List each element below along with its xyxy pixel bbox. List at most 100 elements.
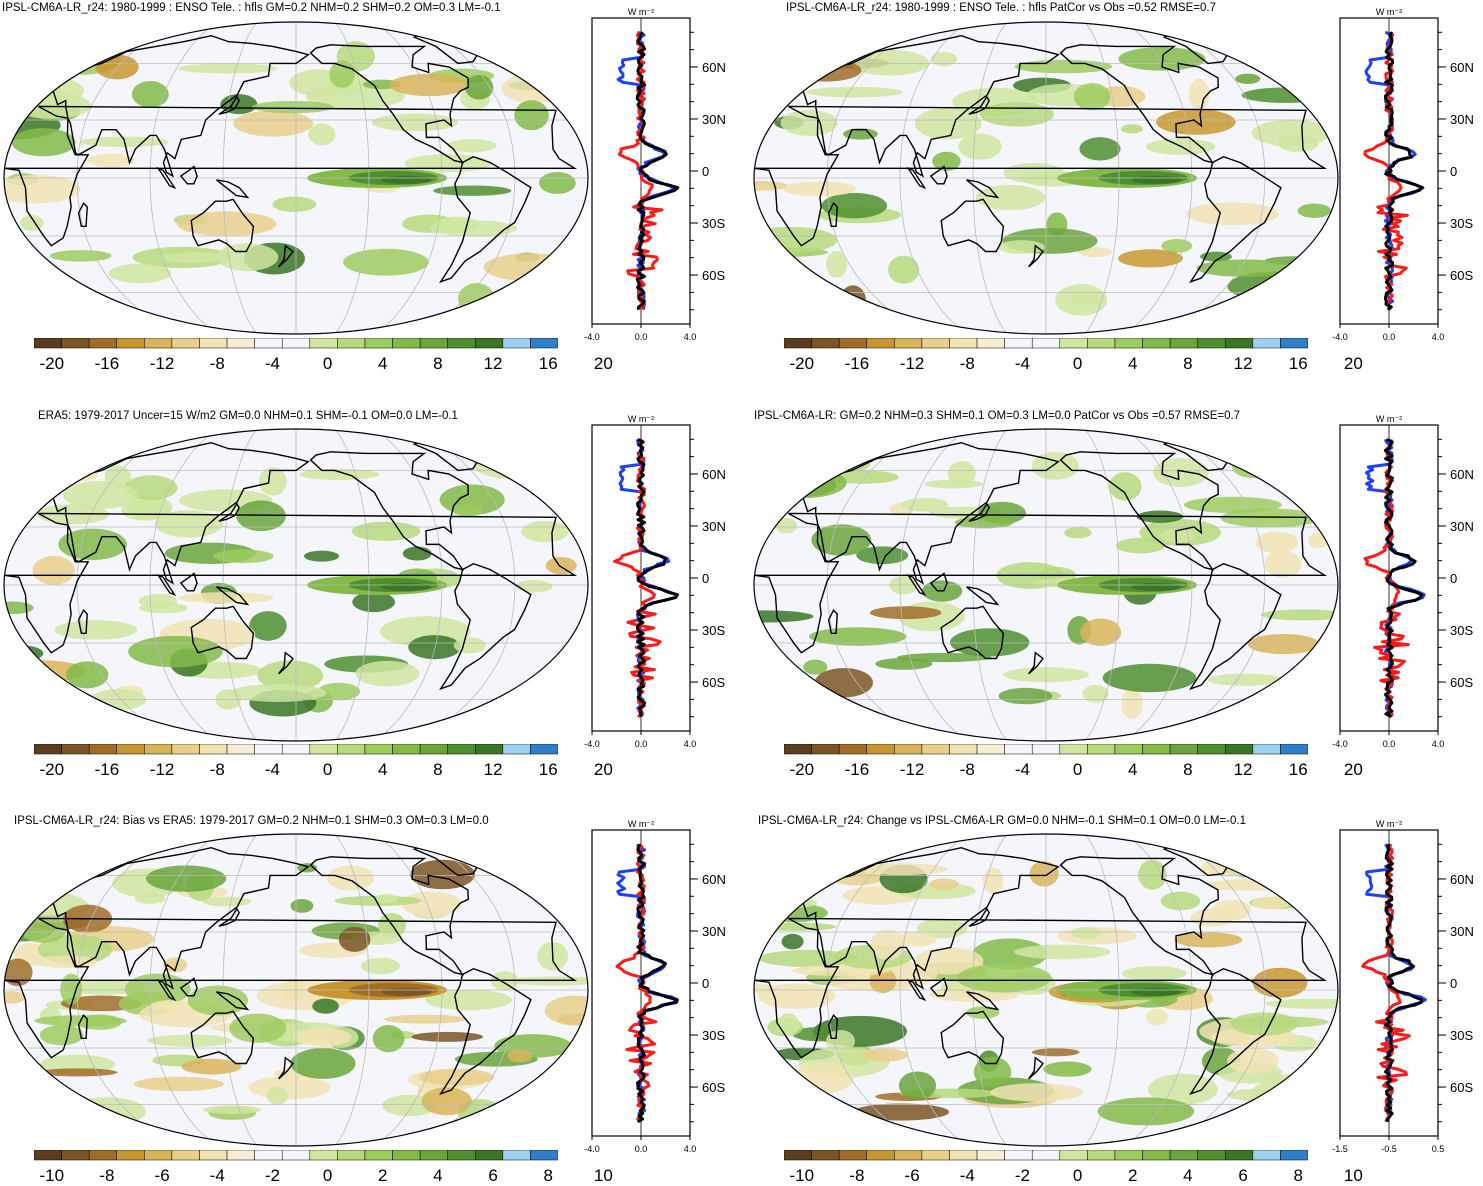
colorbar-tick-label: -6	[154, 1166, 170, 1185]
profile-lat-tick: 60S	[1450, 268, 1473, 283]
profile-lat-tick: 0	[702, 976, 709, 991]
coastline-madagascar	[77, 1013, 88, 1040]
coastline-samerica	[1189, 562, 1282, 691]
profile-lat-tick: 30S	[702, 216, 725, 231]
coastline-uk	[1277, 878, 1294, 895]
colorbar-tick-label: -4	[959, 1166, 975, 1185]
colorbar-tick-label: -4	[264, 760, 280, 779]
profile-value-tick: 0.0	[635, 739, 648, 749]
coastline-nz	[1028, 1056, 1044, 1080]
coastline-japan	[218, 502, 240, 522]
profile-series-line	[1383, 31, 1424, 311]
profile-lat-tick: 60S	[702, 1080, 725, 1095]
panel-title: IPSL-CM6A-LR_r24: Change vs IPSL-CM6A-LR…	[758, 815, 1246, 827]
profile-unit: W m⁻²	[628, 414, 654, 424]
coastline-samerica	[439, 967, 532, 1096]
profile-lat-tick: 0	[1450, 976, 1457, 991]
profile-value-tick: 0.0	[1383, 739, 1396, 749]
colorbar-tick-label: -20	[39, 354, 65, 373]
coastline-nz	[278, 651, 294, 675]
colorbar-tick-label: -6	[904, 1166, 920, 1185]
coastline-uk	[1277, 473, 1294, 490]
world-map	[3, 833, 589, 1147]
colorbar-tick-label: 16	[538, 760, 558, 779]
coastline-africa	[754, 512, 1328, 654]
colorbar	[784, 1150, 1308, 1161]
colorbar-tick-label: 12	[1233, 354, 1253, 373]
profile-series-line	[1384, 843, 1423, 1122]
colorbar-tick-label: 10	[1343, 1166, 1363, 1185]
world-map	[753, 428, 1339, 742]
panel-title: IPSL-CM6A-LR_r24: 1980-1999 : ENSO Tele.…	[786, 2, 1216, 14]
coastline-sumatra	[906, 166, 927, 190]
coastline-uk	[527, 878, 544, 895]
profile-value-tick: -4.0	[584, 739, 600, 749]
coastline-sumatra	[156, 573, 177, 597]
coastline-namerica	[1059, 44, 1219, 164]
coastline-madagascar	[827, 1013, 838, 1040]
profile-series-line	[636, 843, 679, 1124]
colorbar-tick-label: 2	[378, 1166, 388, 1185]
colorbar-tick-label: -12	[149, 760, 175, 779]
profile-lat-tick: 60S	[702, 268, 725, 283]
coastline-madagascar	[827, 608, 838, 635]
profile-lat-tick: 60N	[1450, 60, 1474, 75]
colorbar-tick-label: 16	[1288, 760, 1308, 779]
colorbar	[34, 1150, 558, 1161]
coastline-africa	[4, 917, 578, 1059]
colorbar-tick-label: 0	[1072, 1166, 1083, 1185]
coastline-japan	[218, 907, 240, 927]
profile-value-tick: -4.0	[1332, 739, 1348, 749]
profile-series-line	[1383, 437, 1424, 719]
colorbar-tick-label: 20	[1343, 354, 1363, 373]
colorbar-tick-label: -8	[209, 354, 225, 373]
coastline-australia	[190, 605, 255, 660]
colorbar-tick-label: 16	[1288, 354, 1308, 373]
profile-lat-tick: 30S	[702, 623, 725, 638]
profile-lat-tick: 60N	[1450, 467, 1474, 482]
coastline-africa	[754, 917, 1328, 1059]
coastline-australia	[190, 198, 255, 253]
coastline-borneo	[929, 572, 948, 592]
profile-value-tick: -0.5	[1381, 1144, 1397, 1154]
profile-value-tick: 0.5	[1432, 1144, 1445, 1154]
profile-lat-tick: 60S	[1450, 675, 1473, 690]
profile-value-tick: -4.0	[584, 332, 600, 342]
coastline-newguinea	[216, 179, 250, 199]
zonal-mean-profile: W m⁻² 60N 30N 0 30S 60S -1.5 -0.5 0.5	[1332, 819, 1474, 1154]
profile-value-tick: 0.0	[635, 1144, 648, 1154]
coastline-namerica	[1059, 451, 1219, 571]
profile-lat-tick: 30S	[1450, 216, 1473, 231]
colorbar-tick-label: 10	[593, 1166, 613, 1185]
profile-value-tick: 4.0	[684, 739, 697, 749]
colorbar-tick-label: -4	[1014, 760, 1030, 779]
profile-lat-tick: 30N	[1450, 924, 1474, 939]
profile-value-tick: 0.0	[635, 332, 648, 342]
profile-unit: W m⁻²	[1376, 7, 1402, 17]
coastline-africa	[754, 105, 1328, 247]
colorbar-tick-label: -4	[264, 354, 280, 373]
coastline-namerica	[309, 451, 469, 571]
colorbar-tick-label: 8	[1183, 354, 1193, 373]
coastline-borneo	[179, 977, 198, 997]
colorbar-tick-label: -12	[899, 760, 925, 779]
coastline-sumatra	[906, 573, 927, 597]
colorbar-tick-label: -12	[899, 354, 925, 373]
coastline-uk	[1277, 66, 1294, 83]
coastline-madagascar	[77, 201, 88, 228]
panel-title: ERA5: 1979-2017 Uncer=15 W/m2 GM=0.0 NHM…	[38, 410, 458, 422]
profile-lat-tick: 30S	[1450, 623, 1473, 638]
coastline-japan	[968, 502, 990, 522]
colorbar-tick-label: 8	[1183, 760, 1193, 779]
profile-lat-tick: 30S	[1450, 1028, 1473, 1043]
colorbar-tick-label: -16	[844, 760, 870, 779]
coastline-sumatra	[156, 166, 177, 190]
coastline-borneo	[929, 165, 948, 185]
colorbar-tick-label: -20	[39, 760, 65, 779]
profile-lat-tick: 0	[1450, 571, 1457, 586]
colorbar-tick-label: 12	[483, 354, 503, 373]
coastline-namerica	[1059, 856, 1219, 976]
profile-lat-tick: 0	[702, 571, 709, 586]
zonal-mean-profile: W m⁻² 60N 30N 0 30S 60S -4.0 0.0 4.0	[584, 819, 726, 1154]
coastline-newguinea	[216, 586, 250, 606]
